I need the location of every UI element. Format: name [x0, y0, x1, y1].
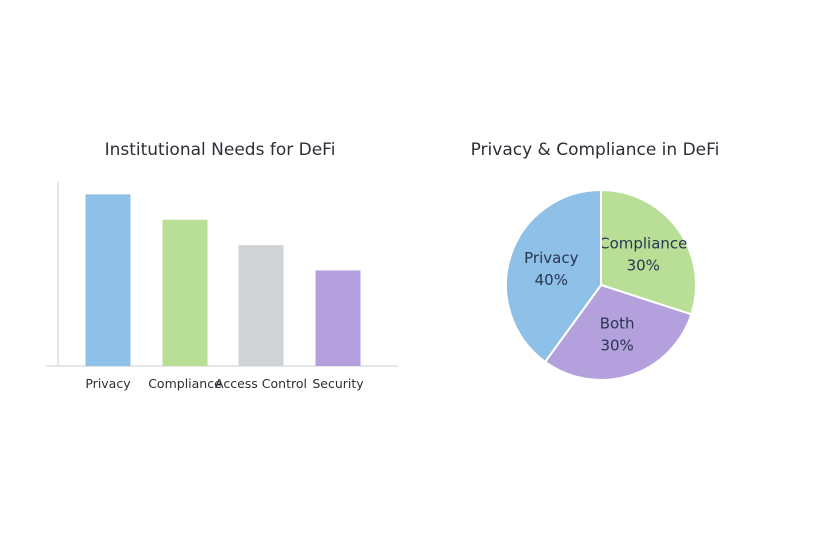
x-tick-label: Compliance — [148, 376, 222, 391]
x-tick-label: Access Control — [215, 376, 307, 391]
pie-slice-label: Privacy — [524, 249, 578, 267]
pie-slice-value: 30% — [627, 256, 660, 274]
bar-security — [315, 270, 361, 366]
pie-slice-compliance — [600, 188, 697, 316]
bar-compliance — [162, 219, 208, 366]
x-tick-label: Privacy — [85, 376, 131, 391]
pie-slice-value: 40% — [535, 271, 568, 289]
pie-slice-value: 30% — [600, 337, 633, 355]
x-tick-label: Security — [312, 376, 364, 391]
pie-chart-title: Privacy & Compliance in DeFi — [470, 140, 720, 160]
pie-slice-privacy — [505, 188, 602, 364]
pie-slice-label: Both — [600, 315, 635, 333]
bar-access-control — [238, 245, 284, 366]
pie-slice-label: Compliance — [599, 234, 687, 252]
pie-chart: Compliance 30% Both 30% Privacy 40% — [505, 188, 697, 381]
bar-chart-title: Institutional Needs for DeFi — [104, 140, 336, 160]
bar-privacy — [85, 194, 131, 366]
pie-slice-both — [543, 283, 693, 381]
